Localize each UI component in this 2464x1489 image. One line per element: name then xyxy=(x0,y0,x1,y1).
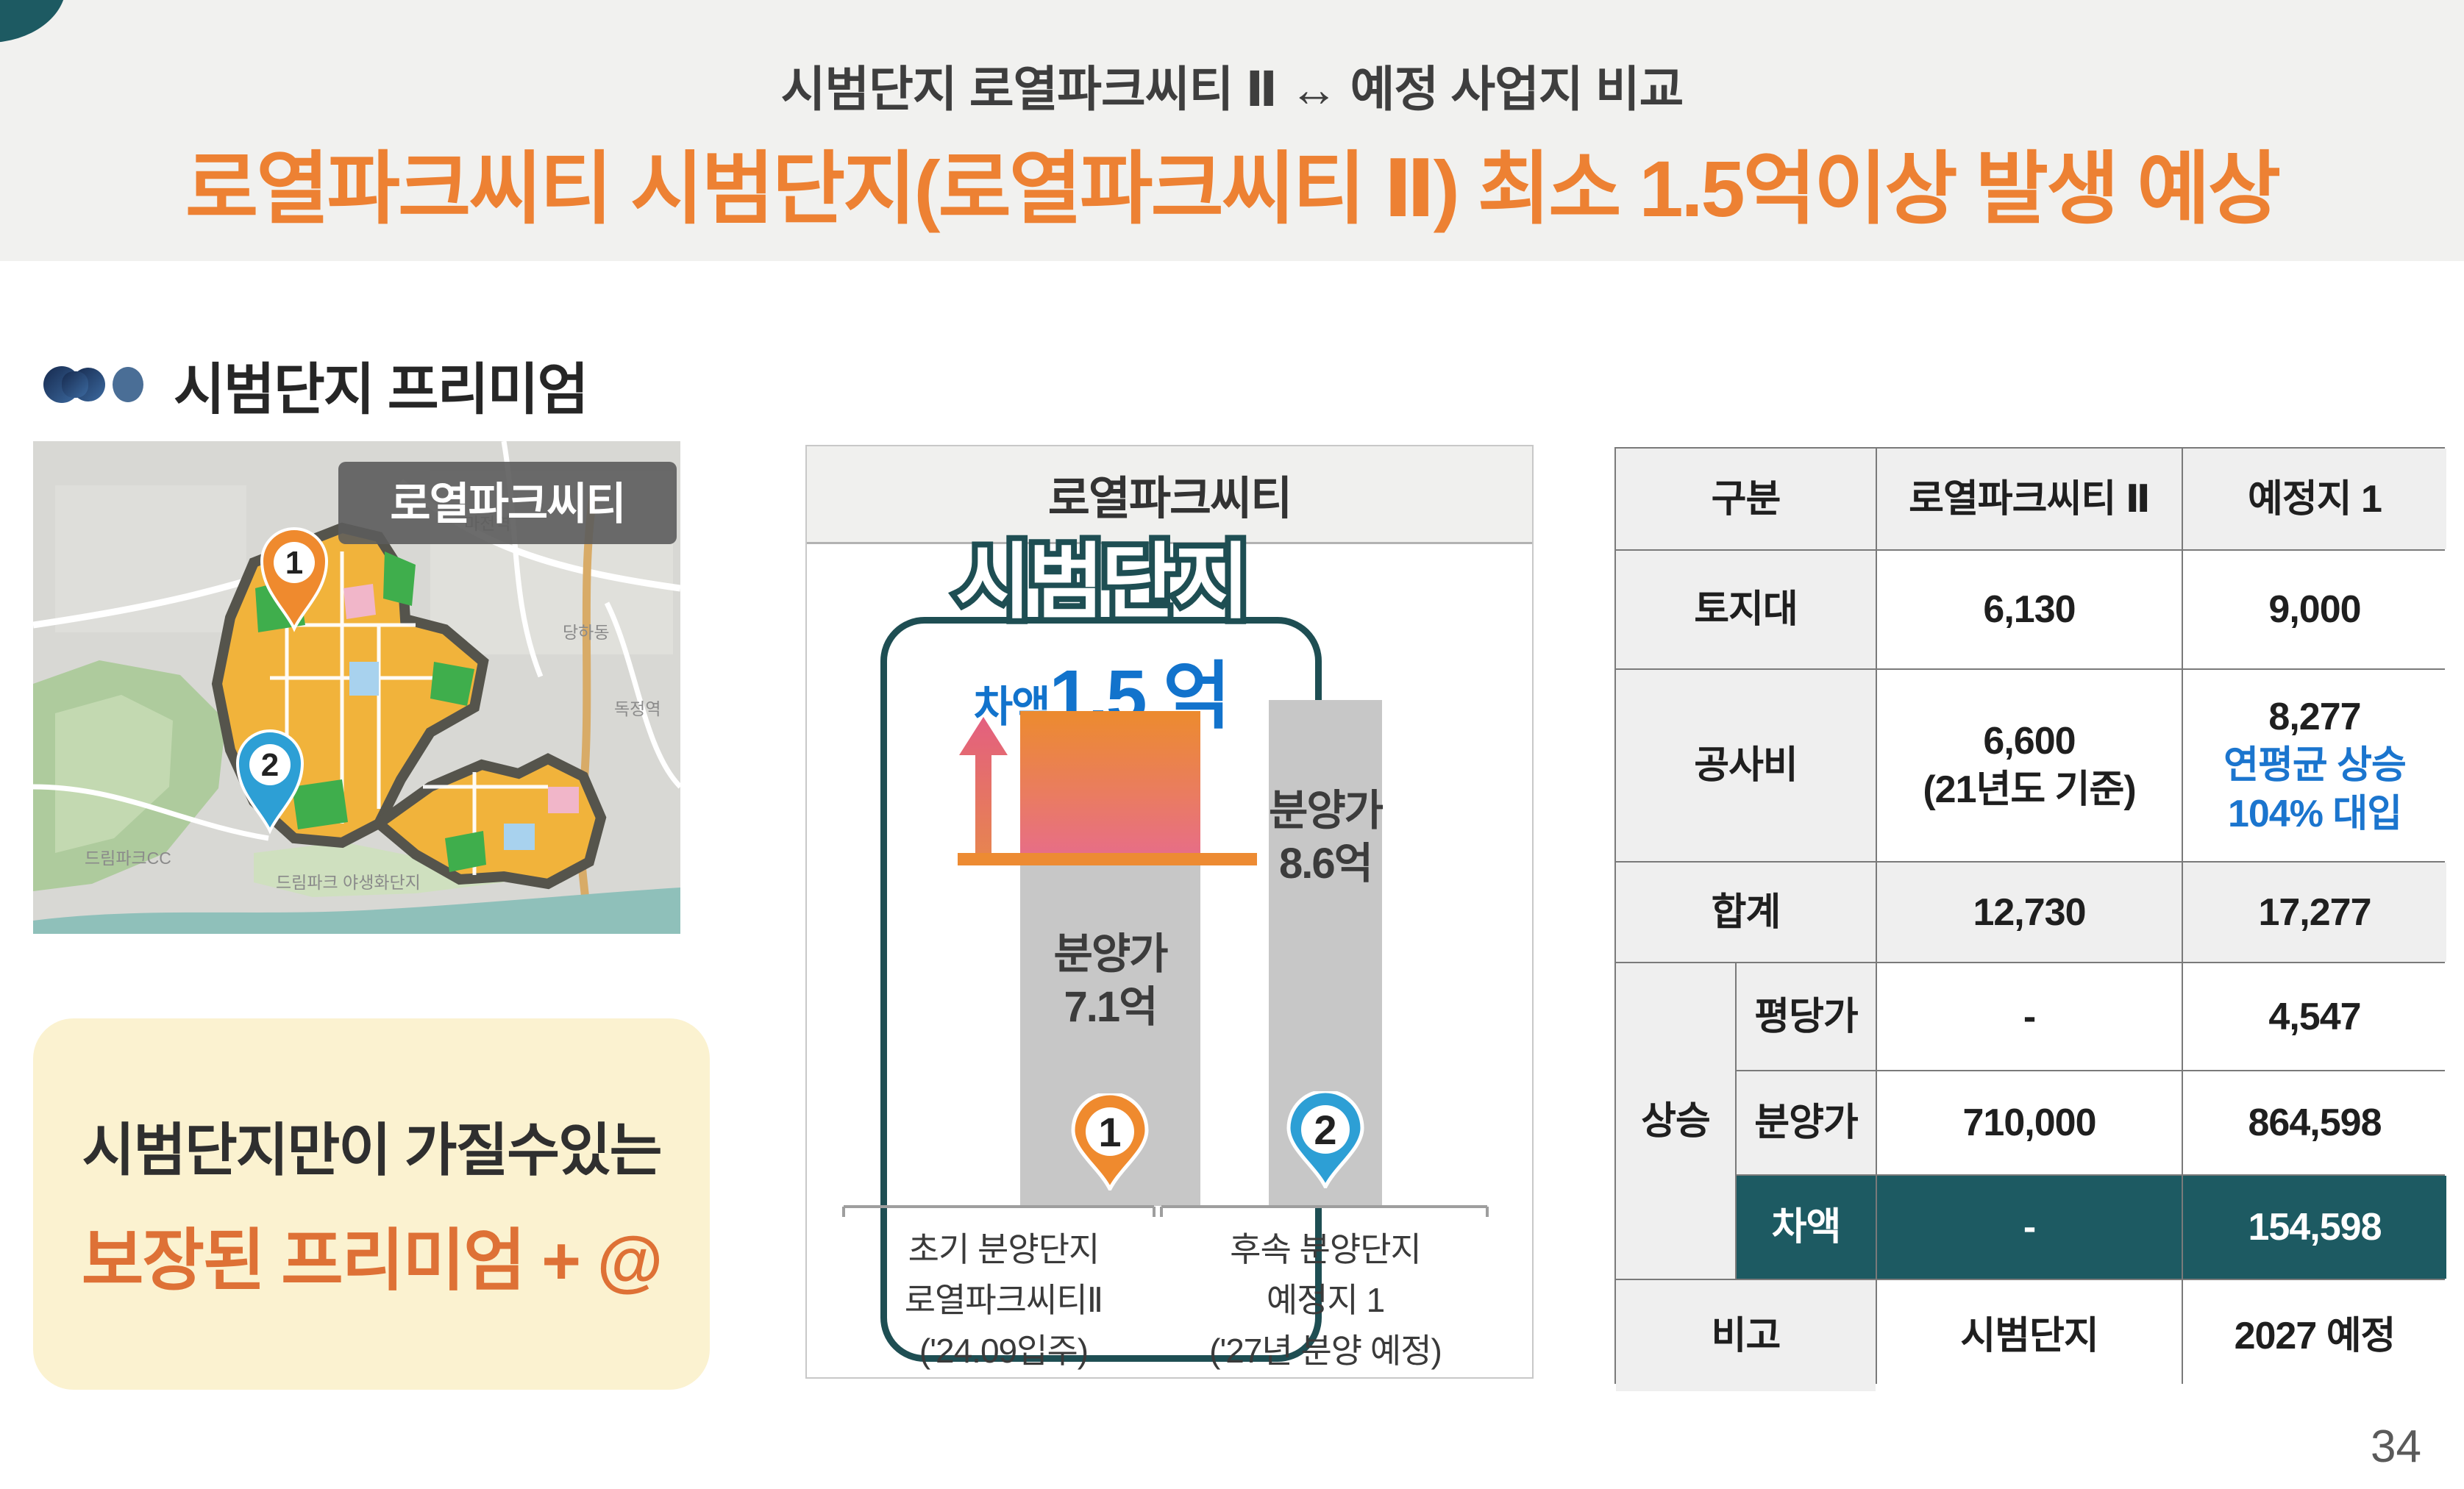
benefit-line-1: 시범단지만이 가질수있는 xyxy=(82,1118,662,1182)
svg-text:2: 2 xyxy=(261,747,279,783)
row-saleprice-label: 분양가 xyxy=(1737,1071,1876,1174)
axis-royal-line1: 초기 분양단지 xyxy=(908,1230,1100,1268)
premium-baseline-bar xyxy=(958,853,1257,865)
bar-yejeong-label-line2: 8.6억 xyxy=(1279,840,1373,888)
page-number: 34 xyxy=(2371,1421,2421,1472)
page-title: 로열파크씨티 시범단지(로열파크씨티 Ⅱ) 최소 1.5억이상 발생 예상 xyxy=(185,144,2281,233)
row-saleprice-yejeong: 864,598 xyxy=(2183,1071,2446,1174)
header-band: 시범단지 로열파크씨티 Ⅱ ↔ 예정 사업지 비교 로열파크씨티 시범단지(로열… xyxy=(0,0,2464,261)
map-river xyxy=(33,888,680,934)
row-note-label: 비고 xyxy=(1616,1280,1876,1391)
comparison-table: 구분 로열파크씨티 Ⅱ 예정지 1 토지대 6,130 9,000 공사비 6,… xyxy=(1614,447,2446,1391)
svg-text:1: 1 xyxy=(285,545,303,581)
row-construction-yejeong: 8,277 연평균 상승 104% 대입 xyxy=(2183,670,2446,861)
premium-gradient-block xyxy=(1020,711,1200,853)
row-diff-royal: - xyxy=(1877,1176,2182,1279)
row-diff-yejeong: 154,598 xyxy=(2183,1176,2446,1279)
section-title: 시범단지 프리미엄 xyxy=(174,359,588,421)
table-header-yejeong: 예정지 1 xyxy=(2183,449,2446,549)
price-comparison-chart: 로열파크씨티 시범단지 차액1.5 억 분양가 7.1억 분양가 xyxy=(805,445,1534,1379)
svg-text:시범단지: 시범단지 xyxy=(955,536,1247,628)
row-total-label: 합계 xyxy=(1616,863,1876,962)
row-land-label: 토지대 xyxy=(1616,551,1876,668)
svg-text:로열파크씨티: 로열파크씨티 xyxy=(390,479,624,529)
axis-labels-yejeong: 후속 분양단지 예정지 1 ('27년 분양 예정) xyxy=(1178,1224,1473,1376)
axis-royal-line3: ('24.09입주) xyxy=(919,1332,1089,1370)
construction-yejeong-note2: 104% 대입 xyxy=(2227,793,2402,835)
axis-yejeong-line3: ('27년 분양 예정) xyxy=(1209,1332,1442,1370)
chart-axis xyxy=(842,1205,1489,1217)
axis-yejeong-line2: 예정지 1 xyxy=(1266,1281,1385,1319)
row-land-royal: 6,130 xyxy=(1877,551,2182,668)
row-land-yejeong: 9,000 xyxy=(2183,551,2446,668)
map-label-station2: 독정역 xyxy=(614,699,660,718)
row-note-yejeong: 2027 예정 xyxy=(2183,1280,2446,1391)
row-saleprice-royal: 710,000 xyxy=(1877,1071,2182,1174)
row-perpyeong-label: 평당가 xyxy=(1737,963,1876,1070)
row-construction-royal: 6,600 (21년도 기준) xyxy=(1877,670,2182,861)
construction-royal-value: 6,600 xyxy=(1983,720,2076,763)
chart-pin-2-icon: 2 xyxy=(1286,1091,1364,1188)
axis-yejeong-line1: 후속 분양단지 xyxy=(1230,1230,1422,1268)
map-label-district: 당하동 xyxy=(563,623,609,642)
map-title-badge: 로열파크씨티 xyxy=(338,462,677,544)
bar-royal-label-line2: 7.1억 xyxy=(1064,983,1158,1031)
slide-subtitle: 시범단지 로열파크씨티 Ⅱ ↔ 예정 사업지 비교 xyxy=(780,62,1684,116)
row-rise-group-label: 상승 xyxy=(1616,963,1735,1279)
map-label-golf: 드림파크CC xyxy=(85,849,171,868)
row-perpyeong-yejeong: 4,547 xyxy=(2183,963,2446,1070)
map-highway xyxy=(576,492,598,934)
map-pin-1-icon: 1 xyxy=(260,527,329,632)
row-construction-label: 공사비 xyxy=(1616,670,1876,861)
bar-yejeong-label-line1: 분양가 xyxy=(1268,787,1384,835)
table-header-royal: 로열파크씨티 Ⅱ xyxy=(1877,449,2182,549)
construction-royal-note: (21년도 기준) xyxy=(1923,768,2136,811)
bar-yejeong-value-label: 분양가 8.6억 xyxy=(1233,785,1417,890)
site-map: 마전역 당하동 독정역 드림파크CC 드림파크 야생화단지 로열파크씨티 1 2 xyxy=(33,441,680,934)
row-total-royal: 12,730 xyxy=(1877,863,2182,962)
row-note-royal: 시범단지 xyxy=(1877,1280,2182,1391)
construction-yejeong-value: 8,277 xyxy=(2268,696,2361,738)
row-total-yejeong: 17,277 xyxy=(2183,863,2446,962)
axis-royal-line2: 로열파크씨티Ⅱ xyxy=(904,1281,1104,1319)
axis-labels-royal: 초기 분양단지 로열파크씨티Ⅱ ('24.09입주) xyxy=(877,1224,1130,1376)
benefit-box: 시범단지만이 가질수있는 보장된 프리미엄 + @ xyxy=(33,1018,710,1390)
benefit-line-2: 보장된 프리미엄 + @ xyxy=(81,1224,663,1299)
section-header: 시범단지 프리미엄 xyxy=(43,344,588,425)
construction-yejeong-note1: 연평균 상승 xyxy=(2223,744,2407,787)
pilot-badge: 시범단지 xyxy=(950,530,1256,634)
map-pin-2-icon: 2 xyxy=(235,729,305,835)
chart-title: 로열파크씨티 xyxy=(807,446,1532,544)
bar-royal-label-line1: 분양가 xyxy=(1053,930,1168,978)
up-arrow-icon xyxy=(959,717,1008,858)
map-label-park: 드림파크 야생화단지 xyxy=(276,873,421,892)
chart-pin-1-icon: 1 xyxy=(1071,1093,1149,1190)
row-perpyeong-royal: - xyxy=(1877,963,2182,1070)
svg-text:2: 2 xyxy=(1314,1107,1336,1153)
row-diff-label: 차액 xyxy=(1737,1176,1876,1279)
corner-accent-shape xyxy=(0,0,66,43)
bullet-dots-icon xyxy=(43,366,143,403)
svg-text:1: 1 xyxy=(1098,1109,1121,1155)
table-header-category: 구분 xyxy=(1616,449,1876,549)
bar-royal-value-label: 분양가 7.1억 xyxy=(991,928,1230,1034)
